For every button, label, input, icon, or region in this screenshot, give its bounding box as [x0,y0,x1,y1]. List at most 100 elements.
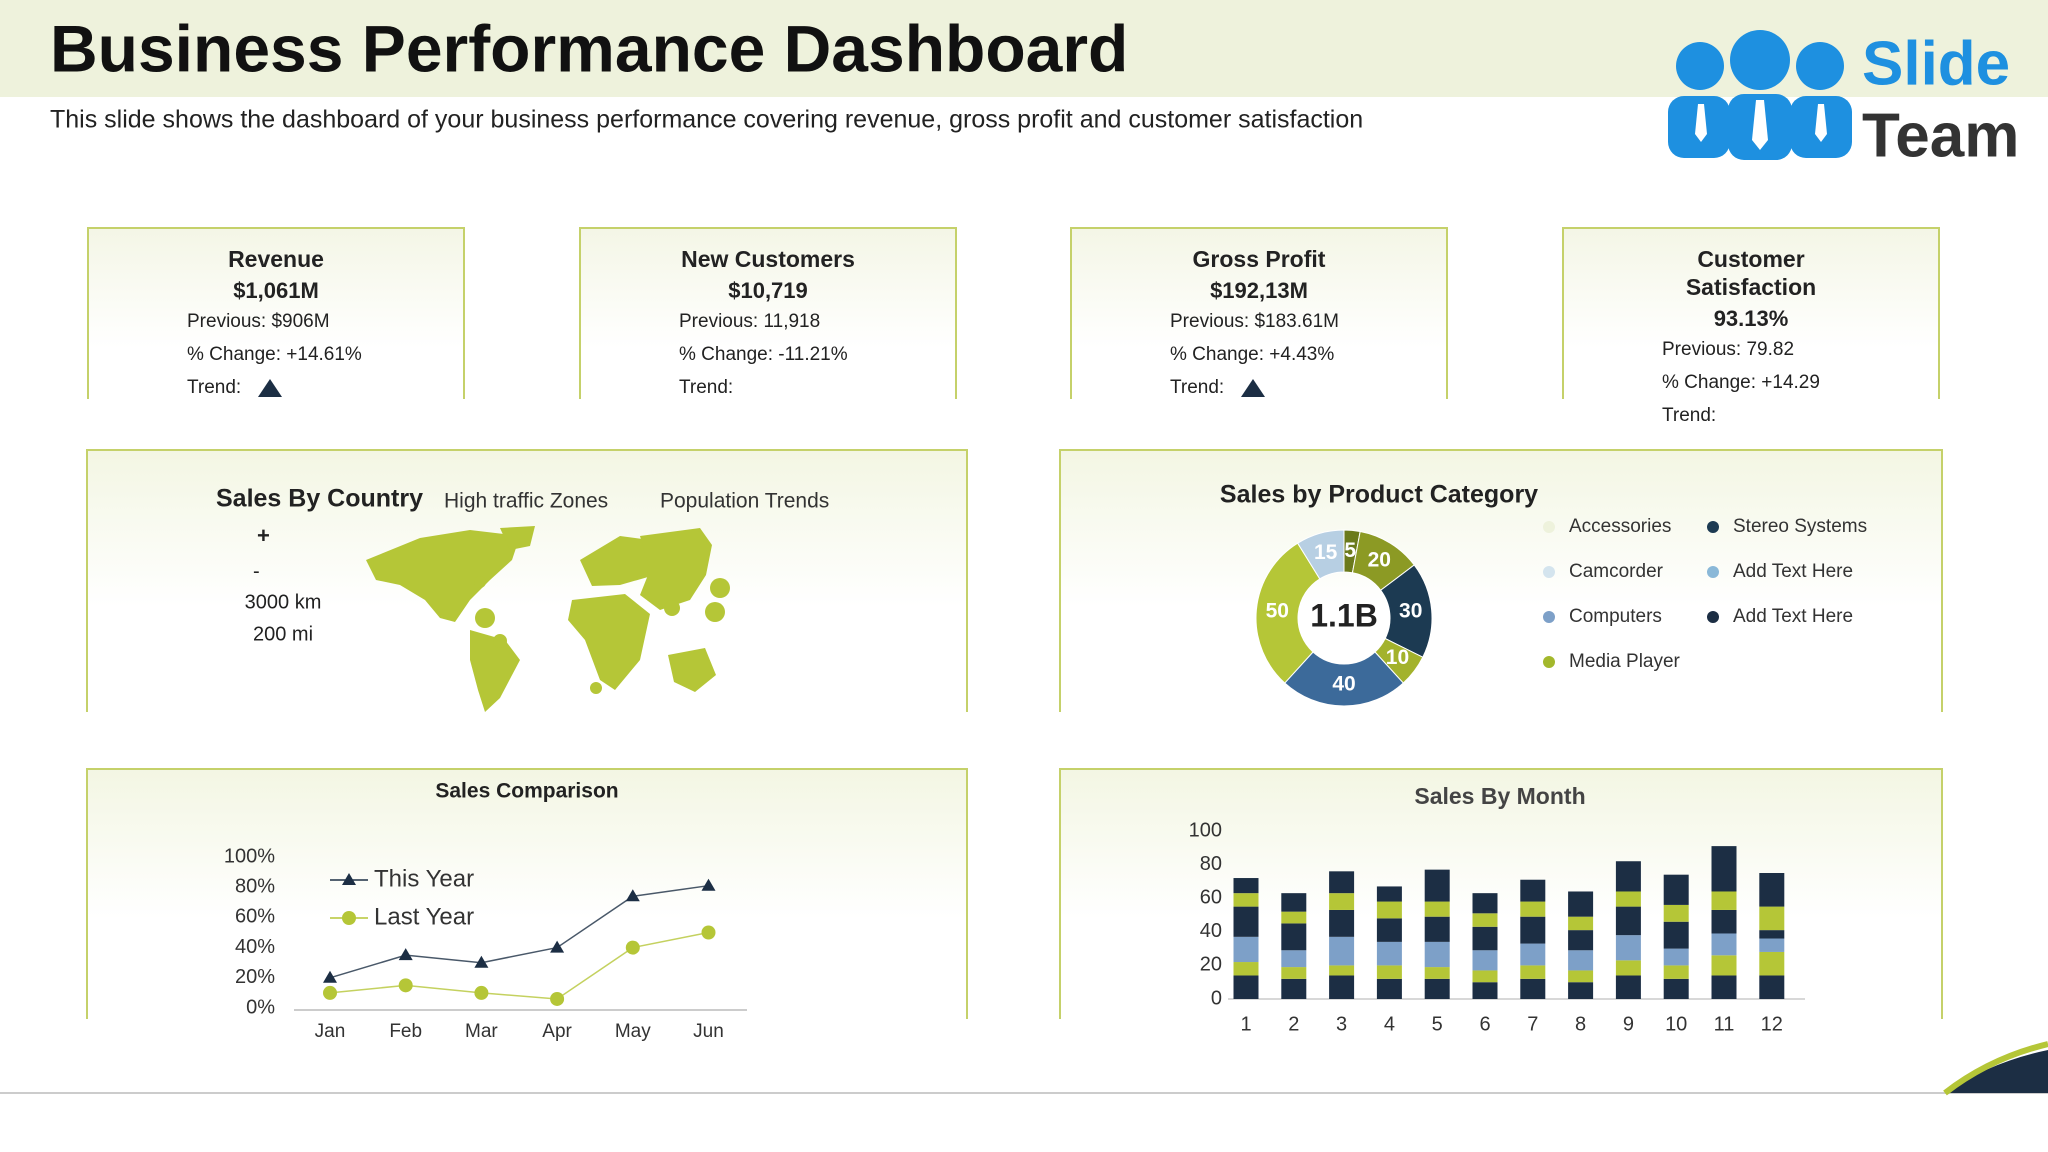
bar-segment [1424,869,1450,902]
kpi-value: $10,719 [728,278,808,303]
logo-text: Slide [1862,29,2010,98]
data-label: 5 [1344,539,1356,562]
kpi-title: New Customers [681,246,855,272]
bar-segment [1376,965,1402,979]
y-tick-label: 60% [235,906,275,928]
y-tick-label: 20% [235,966,275,988]
x-tick-label: Jun [693,1021,724,1042]
bar-segment [1663,948,1689,966]
data-label: 15 [1314,541,1338,564]
tab[interactable]: Population Trends [660,490,829,513]
data-label: 20 [1368,549,1391,572]
legend-label: Stereo Systems [1733,516,1867,537]
y-tick-label: 0% [246,996,275,1018]
bar-segment [1472,893,1498,914]
kpi-title: Revenue [228,246,324,272]
bar-segment [1568,970,1594,983]
legend-swatch [1707,521,1719,533]
zoom-out[interactable]: - [253,560,260,582]
point [625,940,640,955]
kpi-card: Gross Profit $192,13M Previous: $183.61M % … [1070,227,1448,399]
bar-segment [1376,978,1402,999]
trend-icon [1241,378,1266,397]
bar-segment [1759,975,1785,999]
bar-segment [1281,893,1307,912]
zoom-in[interactable]: + [257,523,270,548]
donut-segment [1296,529,1345,580]
bar-segment [1615,935,1641,961]
bar-segment [1568,982,1594,999]
kpi-change: % Change: -11.21% [679,344,848,365]
x-tick-label: 6 [1479,1013,1490,1035]
bar-segment [1281,911,1307,924]
bar-segment [1568,950,1594,971]
y-tick-label: 100% [224,845,275,867]
x-tick-label: 8 [1575,1013,1586,1035]
legend-swatch [1543,656,1555,668]
title: Business Performance Dashboard [50,11,1128,85]
tab[interactable]: High traffic Zones [444,490,608,513]
y-tick-label: 0 [1211,987,1222,1009]
legend-swatch [1543,521,1555,533]
subtitle: This slide shows the dashboard of your b… [50,106,1363,134]
data-label: 10 [1386,646,1409,669]
point [342,873,356,885]
x-tick-label: Jan [315,1021,346,1042]
bar-segment [1663,904,1689,922]
trend-icon [258,378,283,397]
bar-segment [1759,906,1785,931]
footer-accent [1945,1050,2048,1093]
bar-segment [1615,975,1641,999]
bar-segment [1424,978,1450,999]
point [474,985,489,1000]
bar-segment [1711,909,1737,934]
panel-title: Sales By Month [1414,783,1585,809]
legend-swatch [1707,611,1719,623]
bar-segment [1759,938,1785,952]
bar-segment [1711,891,1737,910]
y-tick-label: 20 [1200,954,1222,976]
point [701,878,716,891]
kpi-card: New Customers $10,719 Previous: 11,918 % Ch… [579,227,957,399]
trend-label: Trend: [1170,377,1225,398]
y-tick-label: 100 [1189,819,1222,841]
x-tick-label: 7 [1527,1013,1538,1035]
point [625,889,640,902]
bar-segment [1233,878,1259,894]
x-tick-label: 9 [1623,1013,1634,1035]
bar-segment [1520,879,1546,902]
point [398,948,413,961]
kpi-previous: Previous: 79.82 [1662,339,1795,360]
bar-segment [1759,873,1785,907]
bar-segment [1568,916,1594,931]
kpi-trend: Trend: [1072,371,1446,404]
line [329,931,709,1000]
bar-segment [1424,916,1450,942]
bar-segment [1472,926,1498,951]
x-tick-label: 3 [1336,1013,1347,1035]
bar-segment [1615,891,1641,907]
legend-swatch [1543,566,1555,578]
bar-segment [1520,916,1546,944]
point [474,955,489,968]
bar-segment [1663,921,1689,949]
kpi-value: $192,13M [1210,278,1308,303]
bar-segment [1233,906,1259,937]
line [329,884,709,979]
bar-segment [1329,871,1355,894]
bar-segment [1281,950,1307,968]
point [550,991,565,1006]
panel [86,449,968,712]
bar-segment [1711,846,1737,892]
donut-center-label: 1.1B [1310,597,1378,633]
bar-segment [1711,955,1737,976]
bar-segment [1711,933,1737,956]
x-tick-label: Feb [389,1021,422,1042]
x-tick-label: 2 [1288,1013,1299,1035]
trend-arrow [258,378,283,397]
data-label: 30 [1399,599,1422,622]
trend-label: Trend: [1662,405,1717,426]
bar-segment [1472,913,1498,927]
bar-segment [1472,950,1498,971]
